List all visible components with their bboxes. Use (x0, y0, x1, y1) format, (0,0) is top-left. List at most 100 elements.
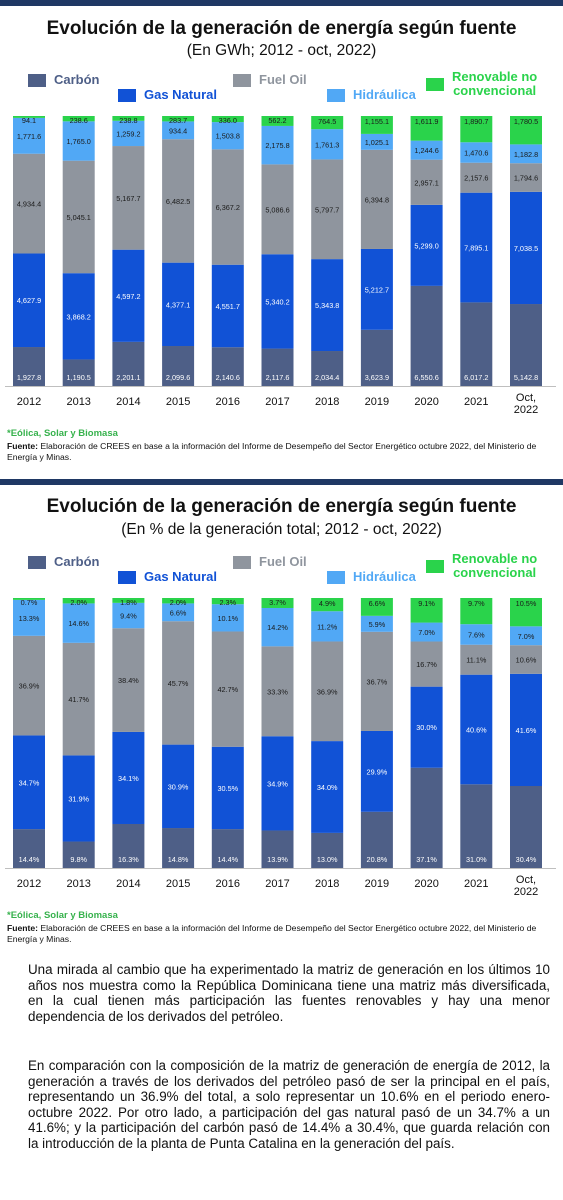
data-label-carbon: 14.4% (217, 855, 238, 864)
bar-gas-natural (261, 736, 294, 831)
bar-gas-natural (13, 735, 45, 830)
data-label-gas-natural: 5,340.2 (265, 297, 289, 306)
bar-fuel-oil (311, 641, 344, 742)
bar-carbon (261, 830, 294, 868)
legend-label-line1: Renovable no (452, 69, 538, 84)
data-label-carbon: 31.0% (466, 855, 487, 864)
x-tick-label: 2013 (66, 396, 90, 408)
legend-label: Renovable no convencional (452, 70, 537, 98)
data-label-hidraulica: 5.9% (369, 620, 386, 629)
bar-gas-natural (410, 204, 443, 286)
legend-swatch-gas (118, 570, 136, 584)
data-label-gas-natural: 5,212.7 (365, 285, 389, 294)
x-tick-label: 2020 (414, 396, 438, 408)
data-label-renovable: 94.1 (22, 116, 36, 125)
x-tick-label: 2012 (17, 396, 41, 408)
bar-renovable (261, 116, 294, 126)
bar-hidraulica (13, 117, 45, 154)
bar-fuel-oil (261, 164, 294, 255)
data-label-renovable: 562.2 (268, 116, 286, 125)
data-label-carbon: 37.1% (416, 855, 437, 864)
bar-carbon (162, 828, 195, 868)
legend-label: Gas Natural (144, 569, 217, 584)
data-label-gas-natural: 31.9% (68, 794, 89, 803)
bar-carbon (162, 346, 195, 386)
data-label-carbon: 14.8% (168, 855, 189, 864)
data-label-carbon: 2,099.6 (166, 373, 190, 382)
bar-carbon (211, 829, 244, 868)
data-label-fuel-oil: 38.4% (118, 676, 139, 685)
x-tick-label: 2016 (216, 396, 240, 408)
data-label-gas-natural: 34.0% (317, 783, 338, 792)
legend-label: Renovable no convencional (452, 552, 537, 580)
bar-carbon (410, 285, 443, 386)
data-label-hidraulica: 1,182.8 (514, 150, 538, 159)
legend-swatch-gas (118, 88, 136, 102)
data-label-hidraulica: 14.2% (267, 623, 288, 632)
legend-label: Carbón (54, 554, 100, 569)
data-label-hidraulica: 1,503.8 (216, 132, 240, 141)
data-label-gas-natural: 34.9% (267, 779, 288, 788)
data-label-hidraulica: 1,761.3 (315, 140, 339, 149)
legend1-fuel: Fuel Oil (233, 73, 307, 87)
data-label-carbon: 2,201.1 (116, 373, 140, 382)
bar-hidraulica (261, 607, 294, 647)
bar-fuel-oil (62, 642, 95, 756)
bar-hidraulica (112, 120, 145, 147)
data-label-fuel-oil: 5,045.1 (67, 213, 91, 222)
data-label-gas-natural: 7,038.5 (514, 244, 538, 253)
bar-hidraulica (410, 140, 443, 160)
x-tick-label: 2015 (166, 878, 190, 890)
bar-hidraulica (311, 129, 344, 160)
legend-label: Carbón (54, 72, 100, 87)
bar-renovable (62, 116, 95, 122)
bar-renovable (211, 116, 244, 123)
data-label-renovable: 0.7% (21, 598, 38, 607)
bar-renovable (510, 116, 542, 145)
chart2-footnote: *Eólica, Solar y Biomasa (7, 910, 118, 921)
bar-hidraulica (62, 603, 95, 643)
bar-carbon (460, 784, 493, 868)
data-label-carbon: 2,140.6 (216, 373, 240, 382)
chart1-source: Fuente: Elaboración de CREES en base a l… (7, 441, 557, 462)
bar-fuel-oil (162, 621, 195, 745)
bar-gas-natural (211, 264, 244, 348)
data-label-gas-natural: 30.9% (168, 782, 189, 791)
data-label-renovable: 238.8 (119, 116, 137, 125)
data-label-hidraulica: 1,025.1 (365, 138, 389, 147)
bar-hidraulica (510, 144, 542, 164)
bar-fuel-oil (112, 628, 145, 732)
x-tick-label: 2014 (116, 396, 140, 408)
data-label-carbon: 20.8% (367, 855, 388, 864)
data-label-carbon: 16.3% (118, 855, 139, 864)
bar-carbon (311, 351, 344, 386)
bar-fuel-oil (510, 163, 542, 192)
data-label-fuel-oil: 2,957.1 (414, 178, 438, 187)
bar-hidraulica (261, 125, 294, 165)
data-label-fuel-oil: 5,086.6 (265, 205, 289, 214)
legend-swatch-fuel (233, 555, 251, 569)
chart1-footnote: *Eólica, Solar y Biomasa (7, 428, 118, 439)
data-label-hidraulica: 1,470.6 (464, 148, 488, 157)
x-tick-label: 2020 (414, 878, 438, 890)
source-label: Fuente: (7, 441, 39, 451)
chart2-title: Evolución de la generación de energía se… (46, 496, 517, 517)
x-tick-label: 2016 (216, 878, 240, 890)
data-label-renovable: 1.8% (120, 598, 137, 607)
bar-renovable (162, 116, 195, 122)
bar-renovable (360, 598, 393, 616)
bar-hidraulica (162, 603, 195, 622)
bar-hidraulica (112, 602, 145, 629)
data-label-hidraulica: 1,244.6 (414, 146, 438, 155)
bar-gas-natural (261, 254, 294, 349)
legend-swatch-carbon (28, 555, 46, 569)
legend-swatch-carbon (28, 73, 46, 87)
legend-label: Hidráulica (353, 569, 416, 584)
legend1-renov: Renovable no convencional (426, 70, 537, 98)
bar-gas-natural (311, 741, 344, 833)
x-tick-label: 2012 (17, 878, 41, 890)
data-label-gas-natural: 40.6% (466, 725, 487, 734)
data-label-fuel-oil: 6,367.2 (216, 203, 240, 212)
bar-renovable (261, 598, 294, 608)
legend1-carbon: Carbón (28, 73, 100, 87)
